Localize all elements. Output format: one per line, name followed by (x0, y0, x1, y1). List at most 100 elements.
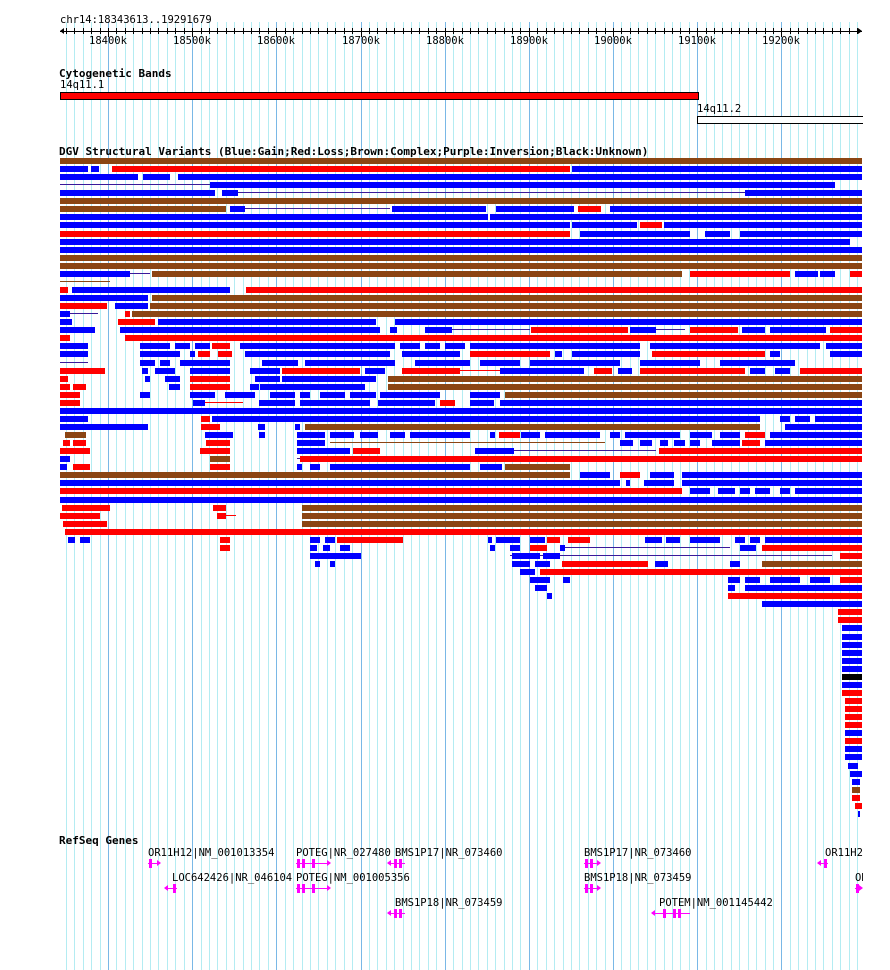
sv-gain[interactable] (572, 351, 640, 357)
sv-gain[interactable] (297, 432, 325, 438)
sv-loss[interactable] (842, 690, 862, 696)
sv-loss[interactable] (190, 376, 230, 382)
sv-gain[interactable] (572, 222, 637, 228)
sv-gain[interactable] (180, 360, 230, 366)
sv-gain[interactable] (572, 166, 862, 172)
sv-gain[interactable] (445, 343, 465, 349)
sv-loss[interactable] (60, 400, 80, 406)
sv-complex[interactable] (65, 432, 86, 438)
sv-gain[interactable] (60, 480, 620, 486)
sv-loss[interactable] (547, 537, 560, 543)
sv-gain[interactable] (520, 553, 540, 559)
sv-gain[interactable] (490, 214, 862, 220)
sv-gain[interactable] (625, 432, 680, 438)
sv-gain[interactable] (644, 480, 674, 486)
sv-loss[interactable] (659, 448, 862, 454)
sv-gain[interactable] (480, 360, 520, 366)
sv-gain[interactable] (178, 174, 862, 180)
sv-loss[interactable] (218, 351, 232, 357)
gene-label[interactable]: OR4Q3| (855, 872, 863, 884)
sv-gain[interactable] (390, 432, 405, 438)
sv-loss[interactable] (65, 529, 862, 535)
sv-loss[interactable] (60, 376, 68, 382)
sv-gain[interactable] (300, 400, 370, 406)
gene-model[interactable] (296, 884, 331, 893)
sv-loss[interactable] (440, 400, 455, 406)
sv-complex[interactable] (60, 263, 862, 269)
sv-loss[interactable] (73, 464, 90, 470)
sv-gain[interactable] (160, 360, 170, 366)
sv-gain[interactable] (730, 561, 740, 567)
sv-gain[interactable] (496, 537, 520, 543)
cytoband-14q11.2[interactable] (697, 116, 863, 124)
sv-loss[interactable] (60, 287, 68, 293)
sv-variant-connector[interactable] (452, 329, 530, 330)
gene-label[interactable]: BMS1P18|NR_073459 (584, 872, 692, 884)
sv-loss[interactable] (60, 448, 90, 454)
sv-gain[interactable] (378, 400, 435, 406)
sv-complex[interactable] (210, 456, 230, 462)
gene-model[interactable] (651, 909, 690, 918)
sv-loss[interactable] (852, 795, 860, 801)
cytoband-14q11.1[interactable] (60, 92, 699, 100)
sv-gain[interactable] (395, 319, 862, 325)
sv-gain[interactable] (310, 537, 320, 543)
sv-gain[interactable] (80, 537, 90, 543)
sv-gain[interactable] (795, 271, 818, 277)
sv-gain[interactable] (650, 343, 820, 349)
sv-gain[interactable] (470, 343, 640, 349)
sv-gain[interactable] (750, 368, 765, 374)
sv-gain[interactable] (690, 537, 720, 543)
sv-gain[interactable] (297, 464, 302, 470)
sv-gain[interactable] (490, 545, 495, 551)
sv-loss[interactable] (728, 593, 862, 599)
sv-gain[interactable] (682, 472, 862, 478)
sv-gain[interactable] (664, 222, 862, 228)
sv-loss[interactable] (200, 448, 230, 454)
sv-variant-connector[interactable] (130, 273, 150, 274)
sv-loss[interactable] (220, 537, 230, 543)
sv-variant-connector[interactable] (226, 515, 236, 516)
sv-complex[interactable] (150, 303, 862, 309)
sv-complex[interactable] (60, 206, 226, 212)
sv-gain[interactable] (610, 206, 862, 212)
sv-gain[interactable] (742, 327, 765, 333)
sv-gain[interactable] (60, 424, 148, 430)
sv-gain[interactable] (259, 400, 295, 406)
sv-gain[interactable] (60, 416, 88, 422)
sv-complex[interactable] (505, 464, 570, 470)
sv-gain[interactable] (618, 368, 632, 374)
sv-gain[interactable] (380, 392, 440, 398)
sv-gain[interactable] (626, 480, 630, 486)
sv-loss[interactable] (594, 368, 612, 374)
sv-loss[interactable] (125, 335, 862, 341)
sv-gain[interactable] (140, 360, 155, 366)
gene-label[interactable]: OR11H2|NM_0 (825, 847, 863, 859)
sv-loss[interactable] (112, 166, 570, 172)
sv-variant-connector[interactable] (60, 184, 210, 185)
sv-loss[interactable] (60, 384, 70, 390)
sv-complex[interactable] (60, 198, 862, 204)
sv-gain[interactable] (60, 247, 862, 253)
sv-gain[interactable] (415, 360, 470, 366)
sv-loss[interactable] (499, 432, 520, 438)
sv-loss[interactable] (838, 617, 862, 623)
sv-unknown[interactable] (842, 674, 862, 680)
sv-gain[interactable] (255, 376, 280, 382)
sv-loss[interactable] (840, 553, 862, 559)
sv-gain[interactable] (674, 440, 685, 446)
sv-gain[interactable] (425, 327, 452, 333)
sv-gain[interactable] (145, 376, 150, 382)
gene-model[interactable] (855, 884, 863, 893)
sv-loss[interactable] (125, 311, 130, 317)
sv-loss[interactable] (337, 537, 403, 543)
sv-gain[interactable] (390, 327, 397, 333)
sv-gain[interactable] (660, 440, 668, 446)
sv-gain[interactable] (745, 190, 862, 196)
sv-loss[interactable] (220, 545, 230, 551)
sv-loss[interactable] (578, 206, 601, 212)
sv-gain[interactable] (175, 343, 190, 349)
sv-gain[interactable] (475, 448, 514, 454)
sv-loss[interactable] (640, 368, 745, 374)
sv-gain[interactable] (521, 432, 540, 438)
